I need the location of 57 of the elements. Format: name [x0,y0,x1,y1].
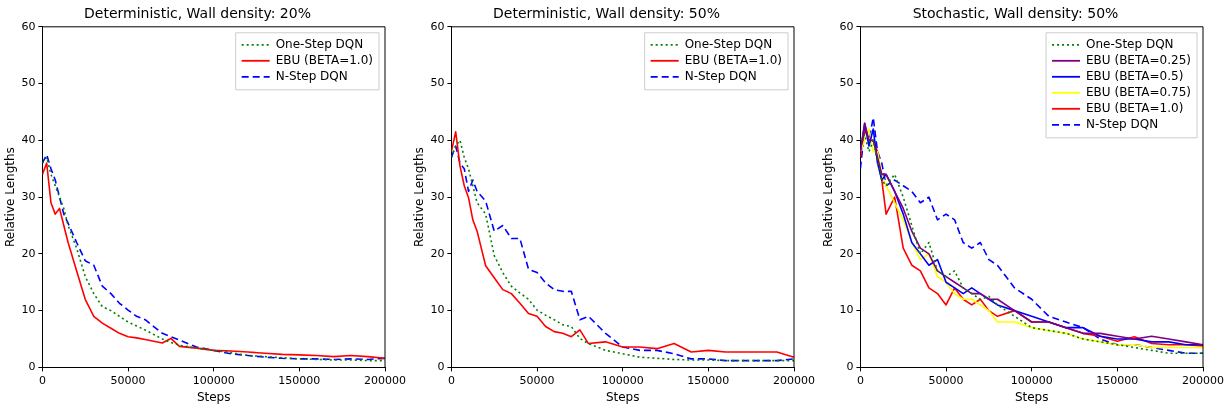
x-tick-label: 150000 [278,373,321,387]
x-axis-title: Steps [1014,389,1049,404]
y-tick-label: 40 [430,133,445,147]
legend-label: N-Step DQN [1086,116,1159,131]
x-tick-label: 50000 [110,373,146,387]
x-tick-label: 0 [38,373,46,387]
y-tick-label: 30 [430,189,445,203]
y-tick-label: 0 [846,360,854,374]
x-tick-label: 100000 [601,373,644,387]
y-tick-label: 60 [430,19,445,33]
y-tick-label: 10 [430,303,445,317]
chart-title: Deterministic, Wall density: 50% [493,5,720,22]
x-tick-label: 100000 [192,373,235,387]
y-tick-label: 60 [839,19,854,33]
legend-label: N-Step DQN [275,68,348,83]
legend-label: One-Step DQN [1086,36,1174,51]
y-tick-label: 50 [430,76,445,90]
legend-label: EBU (BETA=1.0) [275,52,374,67]
y-tick-label: 20 [21,246,36,260]
legend-label: N-Step DQN [684,68,757,83]
legend-label: EBU (BETA=1.0) [1086,100,1184,115]
x-tick-label: 200000 [773,373,815,387]
y-tick-label: 20 [430,246,445,260]
y-tick-label: 0 [437,360,445,374]
legend-label: One-Step DQN [275,36,364,51]
y-axis-title: Relative Lengths [821,147,836,248]
y-tick-label: 40 [839,133,854,147]
y-axis-title: Relative Lengths [412,147,427,248]
y-tick-label: 50 [21,76,36,90]
y-tick-label: 50 [839,76,854,90]
x-tick-label: 50000 [519,373,555,387]
x-axis-title: Steps [196,389,231,404]
legend-label: One-Step DQN [684,36,773,51]
x-tick-label: 50000 [928,373,964,387]
x-tick-label: 150000 [1096,373,1139,387]
legend-label: EBU (BETA=0.25) [1086,52,1192,67]
x-tick-label: 100000 [1010,373,1053,387]
legend-label: EBU (BETA=1.0) [684,52,783,67]
y-tick-label: 30 [21,189,36,203]
y-tick-label: 20 [839,246,854,260]
x-tick-label: 150000 [687,373,730,387]
y-tick-label: 40 [21,133,36,147]
y-tick-label: 0 [28,360,36,374]
x-tick-label: 200000 [364,373,406,387]
x-axis-title: Steps [605,389,640,404]
y-axis-title: Relative Lengths [3,147,18,248]
x-tick-label: 200000 [1182,373,1224,387]
y-tick-label: 10 [839,303,854,317]
x-tick-label: 0 [447,373,455,387]
legend-label: EBU (BETA=0.75) [1086,84,1192,99]
y-tick-label: 30 [839,189,854,203]
chart-title: Stochastic, Wall density: 50% [912,5,1119,22]
legend-label: EBU (BETA=0.5) [1086,68,1184,83]
chart-title: Deterministic, Wall density: 20% [84,5,311,22]
y-tick-label: 10 [21,303,36,317]
x-tick-label: 0 [856,373,864,387]
y-tick-label: 60 [21,19,36,33]
